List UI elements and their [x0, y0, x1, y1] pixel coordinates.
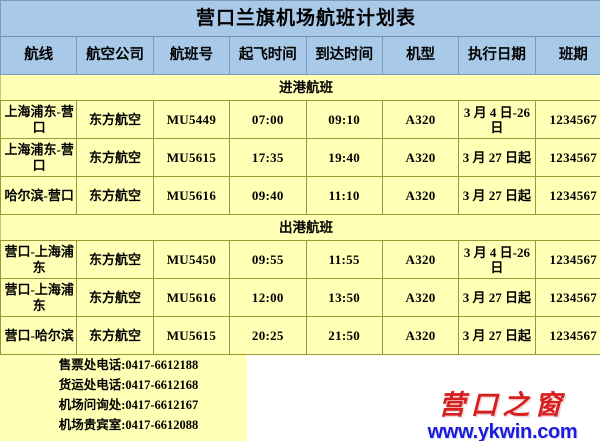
route-line-1: 哈尔滨-营口 [4, 187, 74, 203]
table-row: 上海浦东-营 口 东方航空 MU5449 07:00 09:10 A320 3 … [0, 100, 600, 139]
column-header-days: 班期 [534, 36, 600, 75]
cell-departure: 09:40 [229, 176, 307, 215]
section-header-arrivals: 进港航班 [0, 74, 600, 101]
route-line-2: 东 [32, 259, 46, 275]
cell-flight-no: MU5616 [152, 278, 231, 317]
table-title-row: 营口兰旗机场航班计划表 [0, 0, 600, 37]
cell-route: 上海浦东-营 口 [0, 100, 78, 139]
table-row: 上海浦东-营 口 东方航空 MU5615 17:35 19:40 A320 3 … [0, 138, 600, 177]
table-row: 营口-上海浦 东 东方航空 MU5450 09:55 11:55 A320 3 … [0, 240, 600, 279]
cell-departure: 07:00 [229, 100, 307, 139]
cell-date: 3 月 4 日-26 日 [458, 100, 536, 139]
cell-route: 营口-上海浦 东 [0, 278, 78, 317]
cell-arrival: 21:50 [305, 316, 383, 355]
contact-line-vip-lounge: 机场贵宾室:0417-6612088 [58, 418, 199, 432]
watermark-brand-cn: 营口之窗 [438, 390, 567, 421]
route-line-2: 口 [32, 157, 46, 173]
cell-departure: 09:55 [229, 240, 307, 279]
footer-section: 售票处电话:0417-6612188 货运处电话:0417-6612168 机场… [0, 355, 600, 441]
cell-airline: 东方航空 [76, 100, 154, 139]
contact-line-ticket-office: 售票处电话:0417-6612188 [58, 358, 199, 372]
contact-line-inquiry-desk: 机场问询处:0417-6612167 [58, 398, 199, 412]
cell-date: 3 月 27 日起 [458, 278, 536, 317]
cell-airline: 东方航空 [76, 176, 154, 215]
cell-days: 1234567 [534, 138, 600, 177]
table-row: 营口-哈尔滨 东方航空 MU5615 20:25 21:50 A320 3 月 … [0, 316, 600, 355]
cell-date: 3 月 27 日起 [458, 176, 536, 215]
section-label: 进港航班 [0, 74, 600, 101]
route-line-1: 上海浦东-营 [4, 141, 74, 157]
page-title: 营口兰旗机场航班计划表 [0, 0, 600, 37]
table-row: 营口-上海浦 东 东方航空 MU5616 12:00 13:50 A320 3 … [0, 278, 600, 317]
cell-airline: 东方航空 [76, 316, 154, 355]
cell-departure: 12:00 [229, 278, 307, 317]
cell-airline: 东方航空 [76, 278, 154, 317]
column-header-arrival: 到达时间 [305, 36, 383, 75]
cell-aircraft: A320 [381, 278, 460, 317]
column-header-airline: 航空公司 [76, 36, 154, 75]
cell-route: 上海浦东-营 口 [0, 138, 78, 177]
site-watermark: 营口之窗 www.ykwin.com [410, 391, 595, 441]
route-line-2: 东 [32, 297, 46, 313]
cell-days: 1234567 [534, 176, 600, 215]
route-line-1: 营口-哈尔滨 [4, 327, 74, 343]
flight-schedule-table: 营口兰旗机场航班计划表 航线 航空公司 航班号 起飞时间 到达时间 机型 执行日… [0, 0, 600, 355]
route-line-1: 上海浦东-营 [4, 103, 74, 119]
cell-flight-no: MU5450 [152, 240, 231, 279]
route-line-1: 营口-上海浦 [4, 281, 74, 297]
column-header-aircraft: 机型 [381, 36, 460, 75]
watermark-url: www.ykwin.com [427, 421, 578, 441]
column-header-flight-no: 航班号 [152, 36, 231, 75]
cell-aircraft: A320 [381, 176, 460, 215]
cell-aircraft: A320 [381, 240, 460, 279]
table-row: 哈尔滨-营口 东方航空 MU5616 09:40 11:10 A320 3 月 … [0, 176, 600, 215]
contact-line-cargo-office: 货运处电话:0417-6612168 [58, 378, 199, 392]
cell-days: 1234567 [534, 100, 600, 139]
cell-arrival: 09:10 [305, 100, 383, 139]
cell-arrival: 11:10 [305, 176, 383, 215]
cell-route: 营口-上海浦 东 [0, 240, 78, 279]
table-column-header-row: 航线 航空公司 航班号 起飞时间 到达时间 机型 执行日期 班期 [0, 36, 600, 75]
column-header-date: 执行日期 [458, 36, 536, 75]
cell-date: 3 月 27 日起 [458, 316, 536, 355]
cell-airline: 东方航空 [76, 240, 154, 279]
cell-days: 1234567 [534, 240, 600, 279]
cell-flight-no: MU5449 [152, 100, 231, 139]
cell-flight-no: MU5616 [152, 176, 231, 215]
cell-arrival: 19:40 [305, 138, 383, 177]
cell-flight-no: MU5615 [152, 138, 231, 177]
cell-arrival: 11:55 [305, 240, 383, 279]
cell-aircraft: A320 [381, 100, 460, 139]
column-header-route: 航线 [0, 36, 78, 75]
flight-schedule-body: 营口兰旗机场航班计划表 航线 航空公司 航班号 起飞时间 到达时间 机型 执行日… [0, 0, 600, 355]
cell-date: 3 月 4 日-26 日 [458, 240, 536, 279]
cell-arrival: 13:50 [305, 278, 383, 317]
cell-departure: 17:35 [229, 138, 307, 177]
route-line-1: 营口-上海浦 [4, 243, 74, 259]
route-line-2: 口 [32, 119, 46, 135]
column-header-departure: 起飞时间 [229, 36, 307, 75]
cell-days: 1234567 [534, 278, 600, 317]
cell-days: 1234567 [534, 316, 600, 355]
cell-flight-no: MU5615 [152, 316, 231, 355]
cell-route: 哈尔滨-营口 [0, 176, 78, 215]
cell-departure: 20:25 [229, 316, 307, 355]
cell-aircraft: A320 [381, 138, 460, 177]
contact-info-box: 售票处电话:0417-6612188 货运处电话:0417-6612168 机场… [0, 355, 247, 441]
cell-date: 3 月 27 日起 [458, 138, 536, 177]
section-header-departures: 出港航班 [0, 214, 600, 241]
cell-aircraft: A320 [381, 316, 460, 355]
cell-route: 营口-哈尔滨 [0, 316, 78, 355]
section-label: 出港航班 [0, 214, 600, 241]
cell-airline: 东方航空 [76, 138, 154, 177]
